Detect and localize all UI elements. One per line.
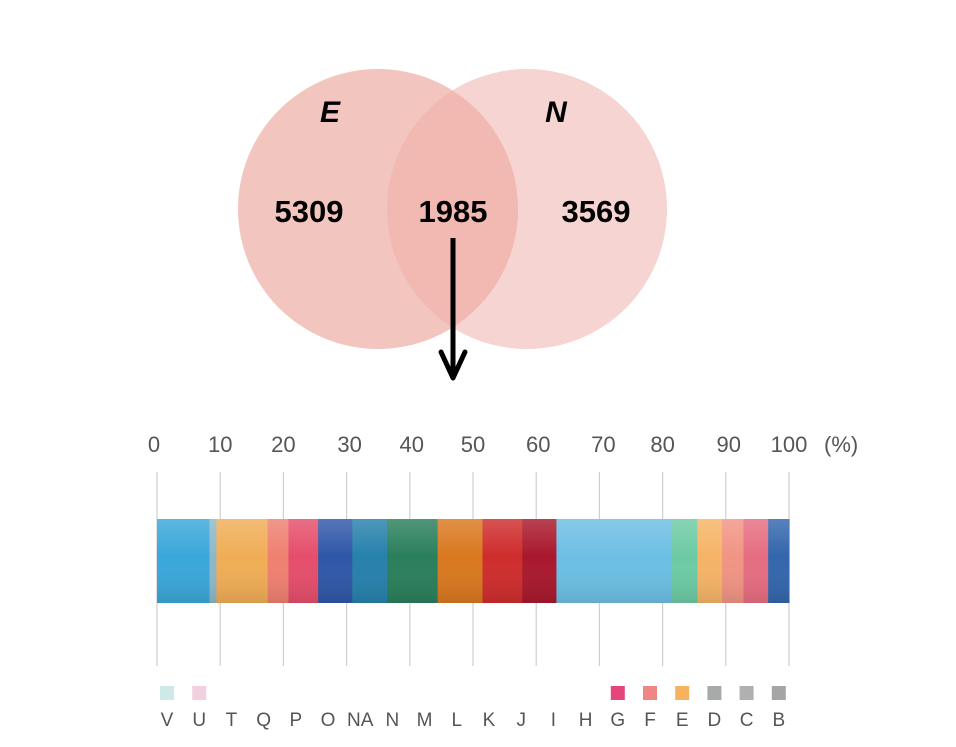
- unit-label: (%): [824, 432, 858, 457]
- x-tick-label: 70: [591, 432, 615, 457]
- legend-swatch-f: [643, 686, 657, 700]
- legend-label-c: C: [740, 710, 754, 731]
- venn-circle-e: [238, 69, 518, 349]
- x-tick-label: 20: [271, 432, 295, 457]
- legend-swatch-c: [739, 686, 754, 700]
- venn-count-n-only: 3569: [562, 194, 631, 229]
- legend-label-q: Q: [256, 710, 271, 731]
- legend-label-n: N: [386, 710, 400, 731]
- bar-shading: [157, 519, 789, 603]
- legend-swatch-g: [610, 686, 625, 700]
- legend-swatch-p: [288, 686, 303, 700]
- legend-label-o: O: [321, 710, 336, 731]
- venn-label-e: E: [320, 96, 341, 129]
- legend-label-p: P: [289, 710, 302, 731]
- x-axis: 0 10 20 30 40 50 60 70 80 90 100: [148, 432, 807, 457]
- legend-label-k: K: [483, 710, 496, 731]
- legend-swatch-o: [321, 686, 335, 700]
- legend-swatch-k: [482, 686, 496, 700]
- legend-swatch-j: [514, 686, 529, 700]
- legend-label-m: M: [417, 710, 433, 731]
- x-tick-label: 80: [650, 432, 674, 457]
- legend-label-e: E: [676, 710, 689, 731]
- legend-swatch-l: [449, 686, 464, 700]
- legend-label-v: V: [161, 710, 174, 731]
- legend-swatch-i: [546, 686, 561, 700]
- legend-label-u: U: [192, 710, 206, 731]
- venn-label-n: N: [545, 96, 568, 129]
- legend-label-f: F: [644, 710, 656, 731]
- legend-label-g: G: [610, 710, 625, 731]
- legend-swatch-m: [417, 686, 432, 700]
- x-tick-label: 40: [400, 432, 424, 457]
- x-tick-label: 90: [717, 432, 741, 457]
- venn-count-e-only: 5309: [275, 194, 344, 229]
- legend-swatch-b: [771, 686, 786, 700]
- legend-label-b: B: [772, 710, 785, 731]
- x-tick-label: 10: [208, 432, 232, 457]
- legend-swatch-u: [192, 686, 207, 700]
- x-tick-label: 0: [148, 432, 160, 457]
- legend-swatch-q: [256, 686, 271, 700]
- legend-label-d: D: [708, 710, 722, 731]
- legend: V U T Q P O NA N M L K J I H G F E D C B: [160, 686, 786, 731]
- legend-swatch-t: [224, 686, 239, 700]
- down-arrow-icon: [438, 238, 468, 381]
- legend-swatch-na: [353, 686, 368, 700]
- legend-label-i: I: [551, 710, 556, 731]
- venn-diagram: E N 5309 1985 3569: [238, 69, 667, 349]
- x-tick-label: 50: [461, 432, 485, 457]
- legend-swatch-d: [707, 686, 722, 700]
- legend-swatch-e: [675, 686, 690, 700]
- legend-label-t: T: [226, 710, 238, 731]
- legend-swatch-n: [385, 686, 400, 700]
- legend-swatch-v: [160, 686, 174, 700]
- venn-count-intersection: 1985: [419, 194, 488, 229]
- x-tick-label: 100: [771, 432, 808, 457]
- x-tick-label: 60: [526, 432, 550, 457]
- legend-label-na: NA: [347, 710, 374, 731]
- x-tick-label: 30: [337, 432, 361, 457]
- legend-swatch-h: [578, 686, 593, 700]
- legend-label-h: H: [579, 710, 593, 731]
- legend-label-l: L: [452, 710, 463, 731]
- legend-label-j: J: [516, 710, 526, 731]
